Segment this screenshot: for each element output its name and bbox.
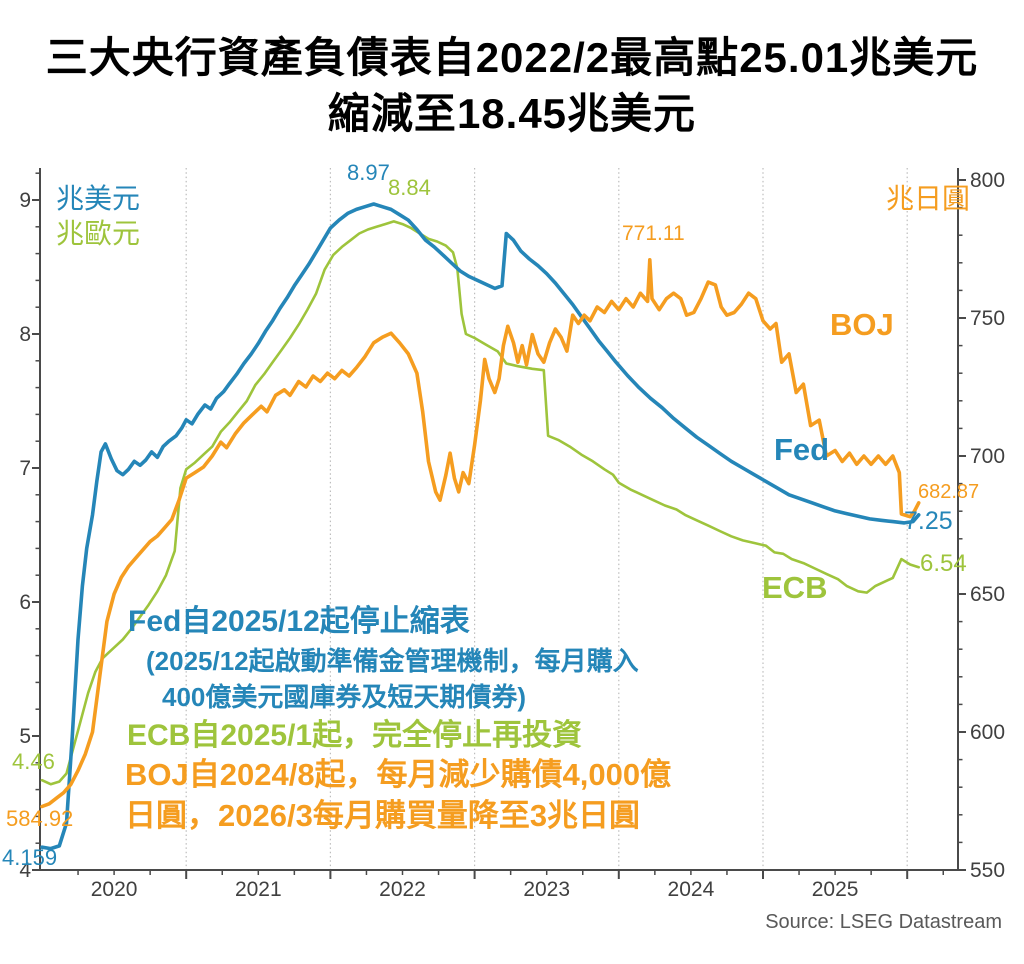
ecb-start-value-label: 4.46 [12,749,55,774]
boj-start-value-label: 584.92 [6,806,74,831]
fed-policy-note-line1: Fed自2025/12起停止縮表 [128,605,470,638]
fed-start-value-label: 4.159 [2,845,58,870]
svg-text:2022: 2022 [379,878,426,901]
boj-policy-note-line2: 日圓，2026/3每月購買量降至3兆日圓 [125,798,641,833]
ecb-peak-value-label: 8.84 [388,175,431,200]
svg-text:9: 9 [19,189,31,212]
chart-title: 三大央行資產負債表自2022/2最高點25.01兆美元 縮減至18.45兆美元 [0,30,1024,142]
ecb-series-label: ECB [762,570,828,605]
ecb-end-value-label: 6.54 [920,550,967,577]
boj-peak-value-label: 771.11 [622,222,685,245]
svg-text:8: 8 [19,323,31,346]
svg-text:750: 750 [970,307,1005,330]
svg-text:650: 650 [970,583,1005,606]
svg-text:7: 7 [19,457,31,480]
fed-series-label: Fed [774,432,830,467]
svg-text:2021: 2021 [235,878,282,901]
chart-title-line2: 縮減至18.45兆美元 [327,90,697,137]
chart-title-line1: 三大央行資產負債表自2022/2最高點25.01兆美元 [45,34,979,81]
boj-policy-note-line1: BOJ自2024/8起，每月減少購債4,000億 [125,757,672,792]
svg-text:5: 5 [19,725,31,748]
svg-text:2023: 2023 [523,878,570,901]
svg-text:600: 600 [970,721,1005,744]
fed-policy-note-line3: 400億美元國庫券及短天期債券) [162,682,527,712]
left-axis-unit-eur-label: 兆歐元 [56,218,141,249]
svg-text:2020: 2020 [91,878,138,901]
svg-text:4: 4 [19,859,31,882]
svg-text:800: 800 [970,169,1005,192]
svg-text:550: 550 [970,859,1005,882]
boj-series-label: BOJ [830,307,894,342]
svg-text:2025: 2025 [812,878,859,901]
fed-policy-note-line2: (2025/12起啟動準備金管理機制，每月購入 [146,646,639,676]
boj-end-value-label: 682.87 [918,481,980,503]
source-credit: Source: LSEG Datastream [765,911,1002,933]
svg-text:6: 6 [19,591,31,614]
series-fed-line [40,202,921,851]
fed-end-value-label: 7.25 [904,507,953,535]
svg-text:700: 700 [970,445,1005,468]
fed-peak-value-label: 8.97 [347,160,390,185]
ecb-policy-note: ECB自2025/1起，完全停止再投資 [127,719,583,752]
svg-text:2024: 2024 [668,878,715,901]
series-boj-line [40,258,921,809]
left-axis-unit-usd-label: 兆美元 [56,183,141,214]
series-ecb-line [40,220,920,786]
right-axis-unit-jpy-label: 兆日圓 [886,183,971,214]
